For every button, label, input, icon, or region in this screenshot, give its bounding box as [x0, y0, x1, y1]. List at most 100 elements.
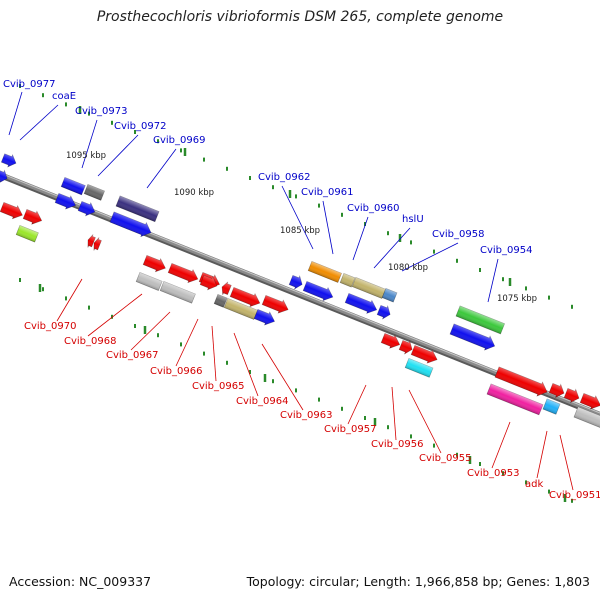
gene-arrow	[455, 305, 505, 335]
gene-arrow	[93, 237, 102, 251]
gene-arrow	[376, 304, 391, 320]
gene-label-top: Cvib_0954	[480, 245, 532, 256]
gene-features	[0, 153, 600, 428]
gene-arrow	[344, 292, 378, 314]
gene-arrow	[54, 192, 76, 210]
gene-label-top: Cvib_0969	[153, 135, 205, 146]
gene-label-bottom: Cvib_0965	[192, 381, 244, 392]
accession-label: Accession: NC_009337	[9, 574, 152, 589]
kbp-label: 1090 kbp	[174, 188, 214, 198]
leader-line	[130, 311, 171, 351]
gene-label-bottom: Cvib_0967	[106, 350, 158, 361]
gene-arrow	[548, 382, 565, 398]
page-title: Prosthecochloris vibrioformis DSM 265, c…	[96, 9, 504, 25]
gene-arrow	[83, 183, 105, 201]
gene-arrow	[87, 234, 96, 248]
gene-label-bottom: Cvib_0968	[64, 336, 116, 347]
gene-arrow	[563, 387, 580, 403]
gene-arrow	[213, 293, 228, 308]
leader-line	[559, 434, 574, 491]
gene-arrow	[109, 211, 152, 238]
gene-arrow	[199, 274, 218, 291]
gene-arrow	[135, 271, 163, 291]
gene-arrow	[60, 176, 86, 196]
gene-arrow	[261, 294, 289, 314]
gene-label-bottom: Cvib_0966	[150, 366, 202, 377]
leader-line	[8, 91, 23, 136]
leader-line	[322, 200, 334, 255]
kbp-label: 1075 kbp	[497, 294, 537, 304]
gene-label-bottom: Cvib_0951	[549, 490, 600, 501]
gene-arrow	[22, 208, 43, 225]
leader-line	[97, 134, 139, 177]
label-leader-lines	[8, 91, 574, 491]
gene-arrow	[0, 169, 8, 184]
gene-arrow	[542, 398, 561, 415]
kbp-label: 1095 kbp	[66, 151, 106, 161]
leader-line	[352, 216, 369, 261]
kbp-label: 1080 kbp	[388, 263, 428, 273]
gene-label-top: Cvib_0973	[75, 106, 127, 117]
gene-arrow	[221, 281, 232, 296]
gene-label-top: Cvib_0961	[301, 187, 353, 198]
gene-label-bottom: Cvib_0970	[24, 321, 76, 332]
gene-arrow	[494, 366, 548, 397]
leader-line	[391, 386, 397, 441]
gene-arrow	[253, 308, 275, 326]
gene-label-top: coaE	[52, 91, 76, 102]
gene-label-bottom: Cvib_0963	[280, 410, 332, 421]
gene-arrow	[307, 260, 342, 283]
kbp-label: 1085 kbp	[280, 226, 320, 236]
gene-label-bottom: Cvib_0953	[467, 468, 519, 479]
leader-line	[19, 104, 59, 141]
gene-arrow	[302, 280, 334, 302]
gene-arrow	[410, 344, 438, 364]
leader-line	[408, 389, 442, 454]
gene-label-top: hslU	[402, 214, 424, 225]
gene-arrow	[351, 276, 386, 299]
gene-arrow	[77, 200, 96, 217]
leader-line	[536, 430, 548, 479]
leader-line	[233, 332, 259, 397]
leader-line	[146, 148, 177, 189]
gene-arrow	[159, 280, 196, 304]
leader-line	[56, 278, 83, 322]
gene-arrow	[0, 201, 23, 220]
gene-arrow	[579, 392, 600, 410]
leader-line	[261, 343, 304, 411]
leader-line	[211, 325, 217, 382]
gene-label-bottom: Cvib_0957	[324, 424, 376, 435]
gene-label-top: Cvib_0977	[3, 79, 55, 90]
gene-arrow	[115, 195, 160, 223]
topology-label: Topology: circular; Length: 1,966,858 bp…	[246, 574, 590, 589]
leader-line	[81, 119, 98, 169]
gene-arrow	[223, 297, 258, 320]
leader-line	[281, 185, 314, 250]
gene-arrow	[15, 224, 39, 243]
leader-line	[175, 318, 199, 367]
gene-labels: 1095 kbp 1090 kbp 1085 kbp 1080 kbp 1075 kbp…	[3, 79, 600, 501]
gene-arrow	[339, 272, 356, 288]
gene-arrow	[288, 274, 303, 290]
gene-arrow	[404, 357, 434, 378]
gene-label-bottom: adk	[525, 479, 543, 490]
gene-arrow	[142, 254, 166, 273]
gene-label-bottom: Cvib_0964	[236, 396, 288, 407]
tick-marks	[19, 84, 573, 503]
leader-line	[373, 227, 411, 269]
gene-label-bottom: Cvib_0955	[419, 453, 471, 464]
gene-label-bottom: Cvib_0956	[371, 439, 423, 450]
gene-arrow	[229, 286, 261, 308]
gene-arrow	[398, 339, 413, 355]
leader-line	[487, 258, 499, 303]
gene-arrow	[380, 332, 401, 349]
gene-arrow	[167, 262, 199, 284]
gene-label-top: Cvib_0960	[347, 203, 399, 214]
gene-arrow	[0, 153, 17, 168]
gene-label-top: Cvib_0972	[114, 121, 166, 132]
gene-arrow	[486, 383, 544, 416]
leader-line	[347, 384, 367, 425]
leader-line	[491, 421, 511, 469]
gene-label-top: Cvib_0958	[432, 229, 484, 240]
